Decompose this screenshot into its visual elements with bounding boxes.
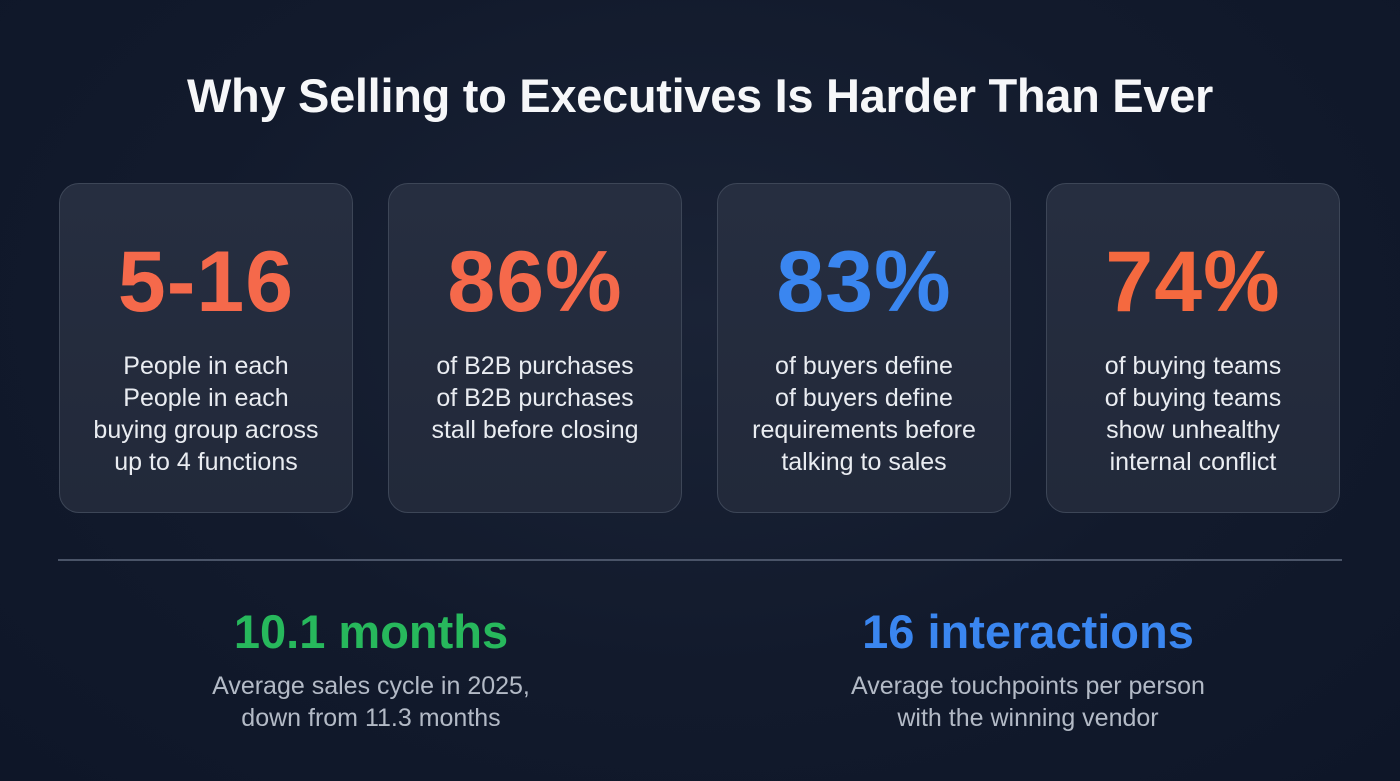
desc-line: of buyers define: [775, 352, 953, 380]
stat-description: of buying teams of buying teams show unh…: [1057, 350, 1329, 478]
desc-line: of buyers define: [775, 384, 953, 412]
stat-description: of B2B purchases of B2B purchases stall …: [399, 350, 671, 446]
desc-line: buying group across: [93, 416, 319, 444]
desc-line: People in each: [123, 384, 289, 412]
stat-value: 5-16: [117, 234, 295, 330]
desc-line: of buying teams: [1104, 352, 1282, 380]
stat-card-conflict: 74% of buying teams of buying teams show…: [1046, 183, 1340, 513]
stat-description: Average touchpoints per person with the …: [748, 670, 1308, 734]
desc-line: down from 11.3 months: [241, 704, 501, 732]
stat-value: 74%: [1105, 234, 1281, 330]
bottom-stat-sales-cycle: 10.1 months Average sales cycle in 2025,…: [91, 604, 651, 734]
desc-line: of buying teams: [1104, 384, 1282, 412]
stat-card-requirements: 83% of buyers define of buyers define re…: [717, 183, 1011, 513]
desc-line: requirements before: [752, 416, 976, 444]
desc-line: People in each: [123, 352, 289, 380]
stat-card-stall: 86% of B2B purchases of B2B purchases st…: [388, 183, 682, 513]
desc-line: show unhealthy: [1106, 416, 1280, 444]
stat-description: of buyers define of buyers define requir…: [728, 350, 1000, 478]
desc-line: with the winning vendor: [897, 704, 1159, 732]
desc-line: stall before closing: [431, 416, 639, 444]
desc-line: Average touchpoints per person: [851, 672, 1205, 700]
stat-description: Average sales cycle in 2025, down from 1…: [91, 670, 651, 734]
desc-line: up to 4 functions: [114, 448, 298, 476]
section-divider: [58, 559, 1342, 561]
stat-description: People in each People in each buying gro…: [70, 350, 342, 478]
stat-value: 86%: [447, 234, 623, 330]
stat-value: 83%: [776, 234, 952, 330]
desc-line: of B2B purchases: [436, 384, 634, 412]
stat-card-buying-group: 5-16 People in each People in each buyin…: [59, 183, 353, 513]
desc-line: Average sales cycle in 2025,: [212, 672, 530, 700]
desc-line: of B2B purchases: [436, 352, 634, 380]
desc-line: talking to sales: [781, 448, 947, 476]
desc-line: internal conflict: [1109, 448, 1277, 476]
stat-value: 16 interactions: [862, 605, 1194, 658]
stat-cards: 5-16 People in each People in each buyin…: [59, 183, 1342, 515]
stat-value: 10.1 months: [233, 605, 509, 658]
page-title: Why Selling to Executives Is Harder Than…: [186, 69, 1214, 122]
bottom-stat-interactions: 16 interactions Average touchpoints per …: [748, 604, 1308, 734]
